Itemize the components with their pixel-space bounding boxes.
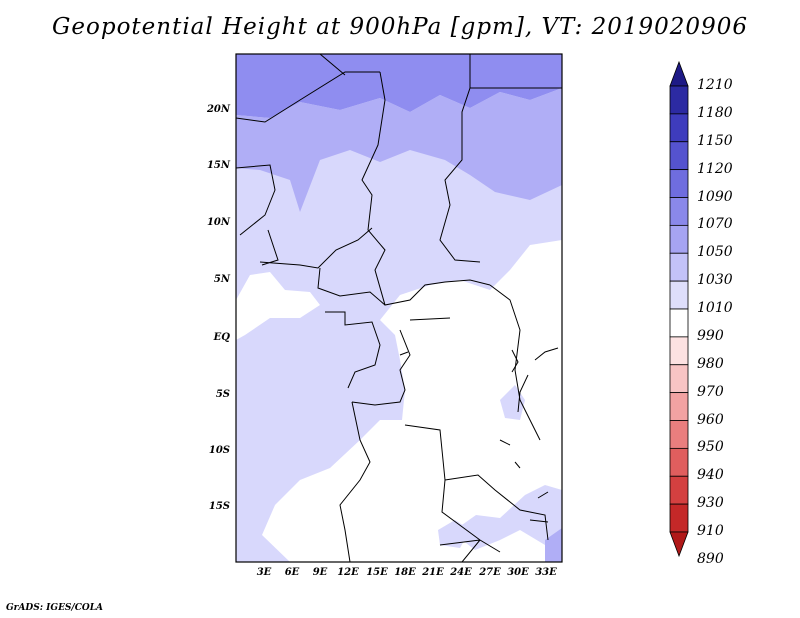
border-central: [325, 284, 541, 441]
lat-label-eq: EQ: [213, 332, 230, 343]
colorbar-label: 910: [697, 523, 724, 539]
colorbar-label: 970: [697, 383, 724, 400]
lon-label-3e: 3E: [256, 567, 272, 578]
colorbar-swatch: [669, 141, 689, 171]
colorbar-swatch: [669, 85, 689, 115]
colorbar-swatch: [669, 447, 689, 477]
colorbar-swatch: [669, 392, 689, 421]
coastline-lakes: [399, 317, 559, 523]
lat-label-5s: 5S: [215, 389, 230, 400]
field-low-2: [262, 240, 562, 562]
colorbar-swatch: [669, 336, 689, 366]
colorbar-label: 1180: [697, 104, 733, 121]
lat-label-15n: 15N: [206, 160, 230, 171]
colorbar-label: 1120: [697, 160, 733, 177]
lon-label-9e: 9E: [312, 567, 328, 578]
colorbar-label: 1090: [697, 188, 733, 205]
lon-label-30e: 30E: [507, 567, 529, 578]
colorbar-label: 1210: [697, 77, 733, 93]
colorbar-label: 1030: [697, 272, 733, 289]
colorbar-swatch: [669, 420, 689, 449]
lat-label-20n: 20N: [206, 104, 230, 115]
colorbar-swatch: [669, 308, 689, 338]
lon-label-6e: 6E: [284, 567, 300, 578]
map-frame: [235, 53, 563, 563]
lon-label-33e: 33E: [535, 567, 557, 578]
colorbar: [669, 60, 689, 558]
colorbar-label: 940: [697, 467, 724, 484]
border-west: [236, 164, 386, 306]
colorbar-swatch: [669, 169, 689, 198]
lon-label-21e: 21E: [422, 567, 444, 578]
colorbar-label: 990: [697, 327, 724, 344]
colorbar-label: 890: [697, 550, 724, 567]
colorbar-swatch: [669, 197, 689, 226]
field-high-north: [236, 54, 562, 118]
colorbar-label: 1050: [697, 244, 733, 261]
colorbar-swatch: [669, 503, 689, 533]
border-south: [339, 401, 549, 562]
colorbar-swatch: [669, 252, 689, 282]
field-low-1: [236, 272, 320, 340]
colorbar-swatch: [669, 113, 689, 143]
border-north: [236, 54, 562, 306]
lat-label-5n: 5N: [213, 274, 230, 285]
lon-label-12e: 12E: [337, 567, 359, 578]
map-title: Geopotential Height at 900hPa [gpm], VT:…: [52, 14, 748, 40]
lat-label-10s: 10S: [208, 445, 230, 456]
lat-label-15s: 15S: [208, 501, 230, 512]
lon-label-15e: 15E: [366, 567, 388, 578]
lat-label-10n: 10N: [206, 217, 230, 228]
height-field: [236, 54, 562, 562]
field-mid-north: [236, 88, 562, 212]
lon-label-27e: 27E: [479, 567, 501, 578]
colorbar-swatch: [669, 364, 689, 394]
colorbar-swatch: [669, 531, 689, 558]
credit-text: GrADS: IGES/COLA: [6, 603, 104, 613]
colorbar-label: 1070: [697, 216, 733, 233]
colorbar-label: 960: [697, 411, 724, 428]
lon-label-18e: 18E: [394, 567, 416, 578]
field-low-3: [452, 485, 562, 555]
colorbar-label: 930: [697, 495, 724, 512]
colorbar-swatch: [669, 60, 689, 87]
lon-label-24e: 24E: [450, 567, 472, 578]
colorbar-label: 1150: [697, 132, 733, 149]
colorbar-label: 980: [697, 355, 724, 372]
colorbar-label: 950: [697, 439, 724, 456]
colorbar-label: 1010: [697, 300, 733, 316]
field-low-4: [545, 528, 562, 562]
colorbar-swatch: [669, 475, 689, 505]
country-borders: [236, 54, 562, 562]
colorbar-swatch: [669, 224, 689, 254]
colorbar-swatch: [669, 280, 689, 310]
